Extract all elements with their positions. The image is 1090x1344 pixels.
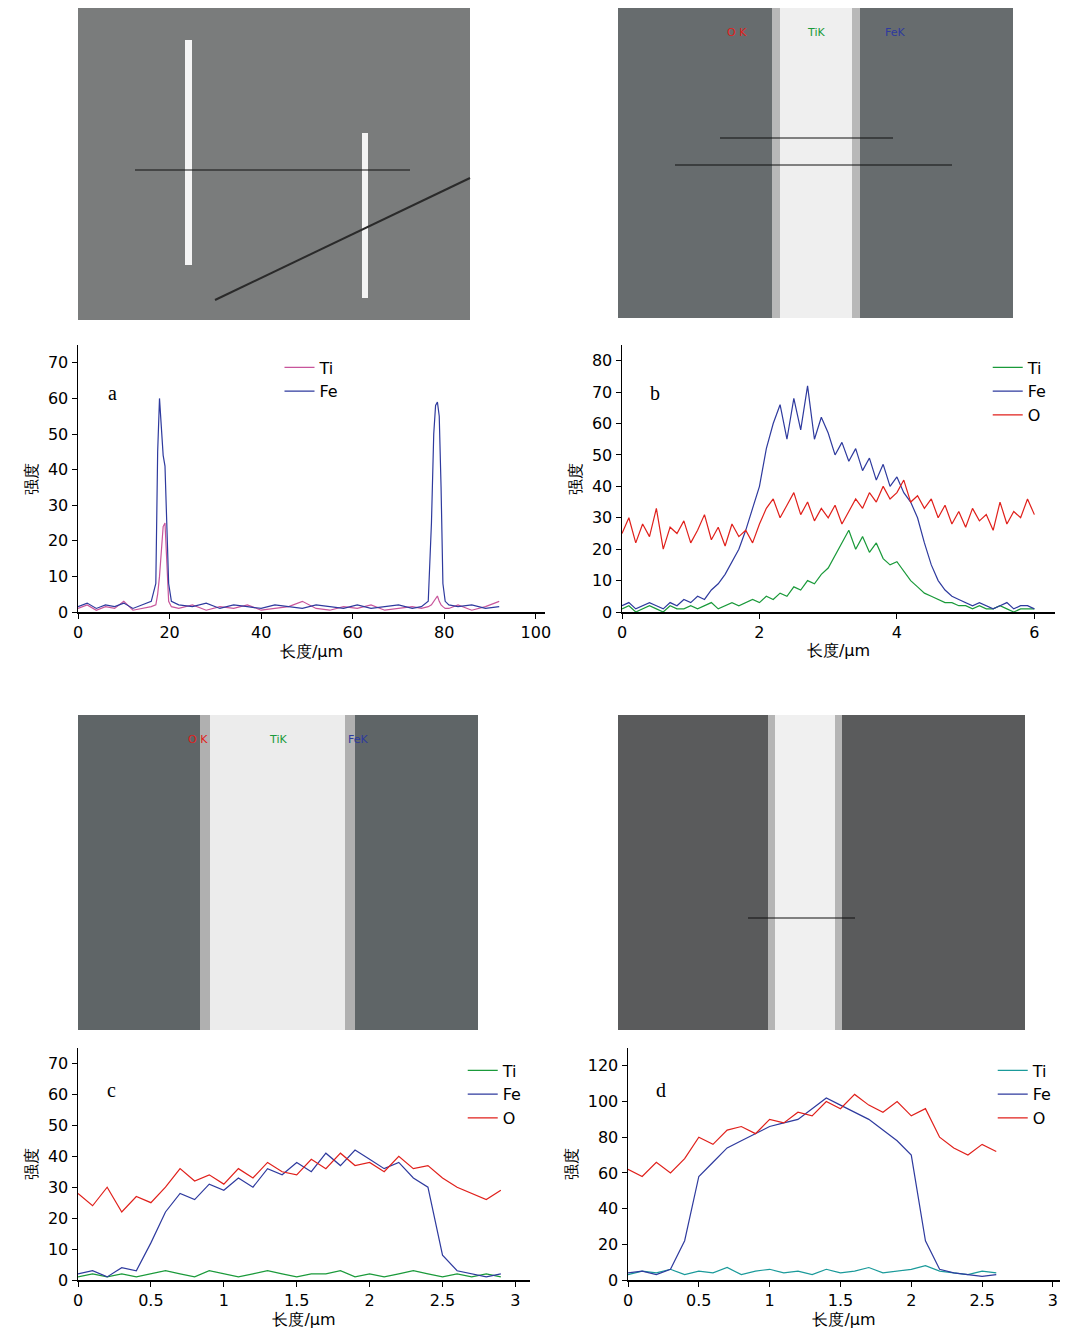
svg-text:2: 2 xyxy=(754,623,764,642)
svg-text:1: 1 xyxy=(219,1291,229,1310)
svg-text:30: 30 xyxy=(48,496,68,515)
svg-text:0.5: 0.5 xyxy=(138,1291,163,1310)
svg-text:3: 3 xyxy=(510,1291,520,1310)
svg-text:强度: 强度 xyxy=(566,463,585,495)
svg-text:Ti: Ti xyxy=(502,1062,517,1081)
svg-text:100: 100 xyxy=(521,623,552,642)
svg-text:d: d xyxy=(656,1079,666,1101)
svg-text:强度: 强度 xyxy=(22,463,41,495)
svg-text:30: 30 xyxy=(592,508,612,527)
svg-text:2.5: 2.5 xyxy=(430,1291,455,1310)
svg-text:Ti: Ti xyxy=(1027,359,1042,378)
svg-text:0.5: 0.5 xyxy=(686,1291,711,1310)
svg-text:FeK: FeK xyxy=(348,733,368,746)
svg-text:TiK: TiK xyxy=(269,733,287,746)
svg-text:60: 60 xyxy=(48,389,68,408)
svg-text:强度: 强度 xyxy=(22,1148,41,1180)
svg-text:20: 20 xyxy=(48,531,68,550)
svg-text:40: 40 xyxy=(48,460,68,479)
svg-text:Fe: Fe xyxy=(1028,382,1046,401)
svg-text:1.5: 1.5 xyxy=(828,1291,853,1310)
svg-text:50: 50 xyxy=(48,425,68,444)
svg-text:0: 0 xyxy=(602,603,612,622)
svg-text:20: 20 xyxy=(159,623,179,642)
svg-text:80: 80 xyxy=(434,623,454,642)
svg-text:3: 3 xyxy=(1048,1291,1058,1310)
svg-text:10: 10 xyxy=(48,567,68,586)
svg-text:Fe: Fe xyxy=(503,1085,521,1104)
svg-text:50: 50 xyxy=(592,446,612,465)
svg-text:60: 60 xyxy=(48,1085,68,1104)
svg-text:Fe: Fe xyxy=(320,382,338,401)
svg-text:60: 60 xyxy=(598,1164,618,1183)
svg-text:0: 0 xyxy=(623,1291,633,1310)
svg-text:6: 6 xyxy=(1029,623,1039,642)
svg-text:80: 80 xyxy=(598,1128,618,1147)
svg-text:2.5: 2.5 xyxy=(969,1291,994,1310)
svg-text:1: 1 xyxy=(765,1291,775,1310)
svg-text:4: 4 xyxy=(892,623,902,642)
svg-text:1.5: 1.5 xyxy=(284,1291,309,1310)
svg-text:Fe: Fe xyxy=(1033,1085,1051,1104)
svg-text:80: 80 xyxy=(592,351,612,370)
svg-text:长度/μm: 长度/μm xyxy=(280,642,343,661)
svg-text:20: 20 xyxy=(592,540,612,559)
svg-text:FeK: FeK xyxy=(885,26,905,39)
svg-text:c: c xyxy=(107,1079,116,1101)
svg-text:10: 10 xyxy=(592,571,612,590)
svg-text:30: 30 xyxy=(48,1178,68,1197)
svg-text:40: 40 xyxy=(592,477,612,496)
svg-text:长度/μm: 长度/μm xyxy=(812,1310,875,1329)
svg-text:O: O xyxy=(1033,1109,1046,1128)
svg-text:120: 120 xyxy=(588,1056,619,1075)
svg-text:40: 40 xyxy=(251,623,271,642)
svg-text:TiK: TiK xyxy=(807,26,825,39)
svg-text:100: 100 xyxy=(588,1092,619,1111)
svg-text:0: 0 xyxy=(73,1291,83,1310)
svg-text:40: 40 xyxy=(598,1199,618,1218)
svg-text:70: 70 xyxy=(592,383,612,402)
svg-text:O K: O K xyxy=(188,733,208,746)
svg-text:b: b xyxy=(650,382,660,404)
svg-text:50: 50 xyxy=(48,1116,68,1135)
svg-text:20: 20 xyxy=(598,1235,618,1254)
svg-text:0: 0 xyxy=(58,1271,68,1290)
svg-text:10: 10 xyxy=(48,1240,68,1259)
svg-text:60: 60 xyxy=(343,623,363,642)
svg-text:a: a xyxy=(108,382,117,404)
svg-text:O: O xyxy=(503,1109,516,1128)
svg-text:O K: O K xyxy=(727,26,747,39)
svg-text:0: 0 xyxy=(73,623,83,642)
svg-text:强度: 强度 xyxy=(562,1148,581,1180)
svg-text:2: 2 xyxy=(365,1291,375,1310)
svg-text:0: 0 xyxy=(617,623,627,642)
svg-text:Ti: Ti xyxy=(1032,1062,1047,1081)
svg-text:20: 20 xyxy=(48,1209,68,1228)
svg-text:长度/μm: 长度/μm xyxy=(807,641,870,660)
svg-text:40: 40 xyxy=(48,1147,68,1166)
svg-text:长度/μm: 长度/μm xyxy=(272,1310,335,1329)
svg-text:70: 70 xyxy=(48,1054,68,1073)
svg-text:60: 60 xyxy=(592,414,612,433)
svg-text:70: 70 xyxy=(48,353,68,372)
svg-text:Ti: Ti xyxy=(319,359,334,378)
svg-text:O: O xyxy=(1028,406,1041,425)
svg-text:0: 0 xyxy=(608,1271,618,1290)
svg-text:0: 0 xyxy=(58,603,68,622)
svg-text:2: 2 xyxy=(906,1291,916,1310)
